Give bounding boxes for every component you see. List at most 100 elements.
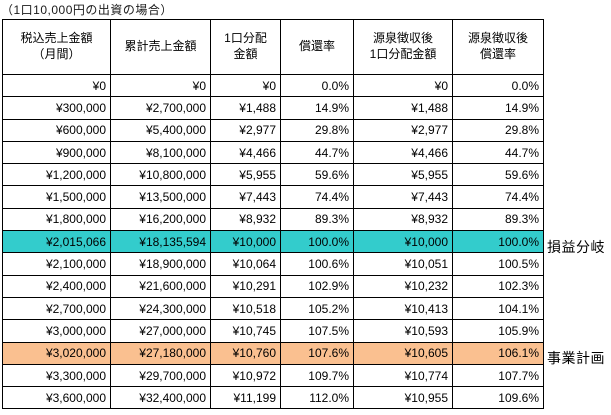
table-cell: ¥16,200,000 — [110, 207, 211, 232]
table-cell: 0.0% — [452, 73, 544, 98]
table-cell: 105.2% — [280, 296, 354, 321]
table-cell: ¥0 — [210, 73, 281, 98]
table-cell: ¥11,199 — [210, 386, 281, 410]
table-cell: 29.8% — [452, 118, 544, 142]
table-cell: ¥10,774 — [353, 363, 453, 388]
table-cell: ¥32,400,000 — [110, 386, 211, 410]
table-cell: ¥29,700,000 — [110, 363, 211, 388]
table-row: ¥3,020,000 ¥27,180,000 ¥10,760 107.6% ¥10,60… — [2, 341, 544, 365]
table-cell: ¥10,972 — [210, 363, 281, 388]
table-cell: ¥10,000 — [210, 230, 281, 254]
table-cell: 109.7% — [280, 363, 354, 388]
table-cell: 0.0% — [280, 73, 354, 98]
table-cell: 107.6% — [280, 341, 354, 365]
table-cell: ¥5,400,000 — [110, 118, 211, 142]
table-row: ¥2,100,000 ¥18,900,000 ¥10,064 100.6% ¥10,05… — [2, 252, 544, 276]
table-cell: ¥3,000,000 — [2, 319, 111, 343]
table-row: ¥900,000 ¥8,100,000 ¥4,466 44.7% ¥4,466 44.7% — [2, 140, 544, 165]
table-cell: ¥3,600,000 — [2, 386, 111, 410]
table-cell: ¥0 — [110, 73, 211, 98]
table-cell: 14.9% — [452, 96, 544, 120]
table-cell: ¥18,135,594 — [110, 230, 211, 254]
table-row: ¥2,700,000 ¥24,300,000 ¥10,518 105.2% ¥10,41… — [2, 296, 544, 321]
page-title: （1口10,000円の出資の場合） — [1, 3, 173, 17]
table-cell: ¥5,955 — [353, 163, 453, 187]
table-cell: ¥27,000,000 — [110, 319, 211, 343]
table-cell: ¥21,600,000 — [110, 274, 211, 298]
table-cell: 59.6% — [452, 163, 544, 187]
table-cell: 112.0% — [280, 386, 354, 410]
table-cell: ¥7,443 — [353, 185, 453, 209]
table-cell: 44.7% — [280, 140, 354, 165]
table-cell: ¥13,500,000 — [110, 185, 211, 209]
table-cell: 100.5% — [452, 252, 544, 276]
header-redemption-rate: 償還率 — [280, 19, 354, 75]
table-cell: ¥2,100,000 — [2, 252, 111, 276]
table-cell: ¥10,593 — [353, 319, 453, 343]
table-row: ¥3,300,000 ¥29,700,000 ¥10,972 109.7% ¥10,77… — [2, 363, 544, 388]
table-cell: ¥10,064 — [210, 252, 281, 276]
table-row: ¥2,015,066 ¥18,135,594 ¥10,000 100.0% ¥10,00… — [2, 230, 544, 254]
table-cell: ¥10,232 — [353, 274, 453, 298]
table-cell: 109.6% — [452, 386, 544, 410]
table-cell: ¥2,700,000 — [110, 96, 211, 120]
table-cell: 89.3% — [452, 207, 544, 232]
table-cell: ¥10,051 — [353, 252, 453, 276]
table-cell: 102.3% — [452, 274, 544, 298]
header-distribution-per-unit: 1口分配 金額 — [210, 19, 281, 75]
table-row: ¥1,800,000 ¥16,200,000 ¥8,932 89.3% ¥8,932 89… — [2, 207, 544, 232]
header-sales-monthly: 税込売上金額 （月間） — [2, 19, 111, 75]
table-cell: ¥1,488 — [353, 96, 453, 120]
table-cell: 107.5% — [280, 319, 354, 343]
return-table: 税込売上金額 （月間） 累計売上金額 1口分配 金額 償還率 源泉徴収後 1口分… — [2, 19, 544, 410]
table-cell: ¥10,413 — [353, 296, 453, 321]
table-cell: ¥2,977 — [210, 118, 281, 142]
table-cell: ¥10,800,000 — [110, 163, 211, 187]
table-cell: ¥1,488 — [210, 96, 281, 120]
table-header-row: 税込売上金額 （月間） 累計売上金額 1口分配 金額 償還率 源泉徴収後 1口分… — [2, 19, 544, 75]
table-cell: 74.4% — [280, 185, 354, 209]
table-cell: ¥18,900,000 — [110, 252, 211, 276]
table-cell: ¥1,200,000 — [2, 163, 111, 187]
table-cell: ¥2,400,000 — [2, 274, 111, 298]
business-plan-annotation: 事業計画 — [547, 350, 605, 366]
table-row: ¥0 ¥0 ¥0 0.0% ¥0 0.0% — [2, 73, 544, 98]
table-cell: ¥300,000 — [2, 96, 111, 120]
table-cell: ¥0 — [2, 73, 111, 98]
header-sales-cumulative: 累計売上金額 — [110, 19, 211, 75]
table-cell: ¥1,500,000 — [2, 185, 111, 209]
table-cell: ¥27,180,000 — [110, 341, 211, 365]
table-cell: ¥10,518 — [210, 296, 281, 321]
header-redemption-rate-after-tax: 源泉徴収後 償還率 — [452, 19, 544, 75]
table-row: ¥2,400,000 ¥21,600,000 ¥10,291 102.9% ¥10,23… — [2, 274, 544, 298]
table-cell: 102.9% — [280, 274, 354, 298]
table-row: ¥600,000 ¥5,400,000 ¥2,977 29.8% ¥2,977 29.8% — [2, 118, 544, 142]
table-cell: ¥600,000 — [2, 118, 111, 142]
table-row: ¥3,600,000 ¥32,400,000 ¥11,199 112.0% ¥10,95… — [2, 386, 544, 410]
table-cell: ¥4,466 — [353, 140, 453, 165]
table-cell: 74.4% — [452, 185, 544, 209]
table-row: ¥1,500,000 ¥13,500,000 ¥7,443 74.4% ¥7,443 74… — [2, 185, 544, 209]
table-cell: ¥24,300,000 — [110, 296, 211, 321]
table-cell: ¥5,955 — [210, 163, 281, 187]
table-row: ¥300,000 ¥2,700,000 ¥1,488 14.9% ¥1,488 14.9% — [2, 96, 544, 120]
table-cell: ¥10,291 — [210, 274, 281, 298]
table-cell: 100.0% — [452, 230, 544, 254]
table-row: ¥1,200,000 ¥10,800,000 ¥5,955 59.6% ¥5,955 59… — [2, 163, 544, 187]
table-cell: 44.7% — [452, 140, 544, 165]
table-cell: ¥10,605 — [353, 341, 453, 365]
table-cell: ¥1,800,000 — [2, 207, 111, 232]
table-cell: 29.8% — [280, 118, 354, 142]
table-cell: ¥0 — [353, 73, 453, 98]
table-cell: 100.0% — [280, 230, 354, 254]
table-cell: ¥900,000 — [2, 140, 111, 165]
table-cell: 89.3% — [280, 207, 354, 232]
table-cell: ¥3,300,000 — [2, 363, 111, 388]
table-cell: ¥8,932 — [353, 207, 453, 232]
table-cell: 14.9% — [280, 96, 354, 120]
table-cell: ¥2,700,000 — [2, 296, 111, 321]
table-cell: ¥8,932 — [210, 207, 281, 232]
table-cell: ¥10,955 — [353, 386, 453, 410]
table-cell: 59.6% — [280, 163, 354, 187]
